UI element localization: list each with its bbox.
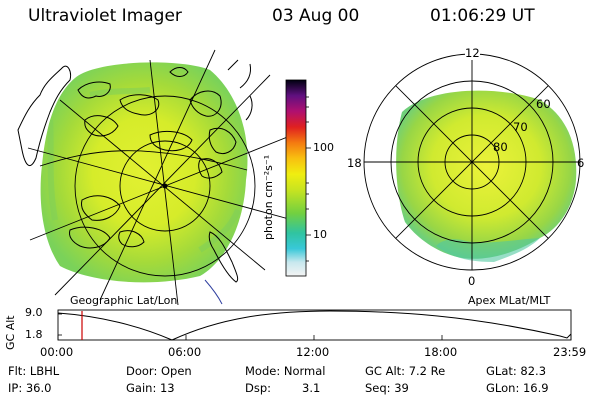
coastlines bbox=[17, 59, 253, 283]
mlt-label-0: 0 bbox=[468, 274, 476, 288]
altitude-ytick-top: 9.0 bbox=[25, 306, 43, 319]
mlt-label-18: 18 bbox=[347, 156, 362, 170]
magnetic-caption: Apex MLat/MLT bbox=[468, 294, 551, 307]
gain-readout: Gain: 13 bbox=[126, 381, 175, 395]
colorbar-tick-100: 100 bbox=[313, 141, 334, 154]
polar-grid bbox=[363, 53, 581, 271]
mlt-label-6: 6 bbox=[577, 156, 585, 170]
pole-marker bbox=[162, 183, 168, 189]
filter-readout: Flt: LBHL bbox=[8, 364, 60, 378]
time-label: 01:06:29 UT bbox=[430, 6, 535, 26]
geographic-caption: Geographic Lat/Lon bbox=[70, 294, 178, 307]
geographic-map bbox=[17, 49, 301, 306]
mlat-label-70: 70 bbox=[513, 120, 528, 134]
altitude-curve bbox=[57, 310, 572, 341]
mlat-label-80: 80 bbox=[493, 140, 508, 154]
colorbar-unit-label: photon cm⁻²s⁻¹ bbox=[262, 154, 275, 240]
seq-readout: Seq: 39 bbox=[365, 381, 409, 395]
altitude-xtick-4: 23:59 bbox=[553, 345, 587, 359]
altitude-ylabel: GC Alt bbox=[4, 315, 17, 350]
altitude-xtick-3: 18:00 bbox=[424, 345, 458, 359]
altitude-xtick-0: 00:00 bbox=[40, 345, 74, 359]
ip-readout: IP: 36.0 bbox=[8, 381, 52, 395]
mode-readout: Mode: Normal bbox=[245, 364, 326, 378]
lat-lon-grid bbox=[27, 49, 301, 306]
color-bar-ticks bbox=[306, 96, 311, 262]
color-bar bbox=[285, 79, 311, 277]
colorbar-tick-10: 10 bbox=[313, 228, 327, 241]
altitude-plot bbox=[57, 309, 572, 341]
magnetic-polar-plot bbox=[363, 53, 581, 271]
aurora-image-magnetic bbox=[396, 90, 577, 259]
mlt-label-12: 12 bbox=[465, 46, 480, 60]
altitude-ytick-bottom: 1.8 bbox=[25, 328, 43, 341]
date-label: 03 Aug 00 bbox=[272, 6, 360, 26]
altitude-xtick-1: 06:00 bbox=[168, 345, 202, 359]
altitude-xtick-2: 12:00 bbox=[296, 345, 330, 359]
terminator-line bbox=[204, 279, 223, 305]
dsp-label: Dsp: bbox=[245, 381, 272, 395]
mlat-label-60: 60 bbox=[536, 97, 551, 111]
gc-alt-readout: GC Alt: 7.2 Re bbox=[365, 364, 446, 378]
door-readout: Door: Open bbox=[126, 364, 192, 378]
dsp-value: 3.1 bbox=[302, 381, 321, 395]
glon-readout: GLon: 16.9 bbox=[486, 381, 549, 395]
altitude-x-ticks bbox=[57, 313, 572, 340]
glat-readout: GLat: 82.3 bbox=[486, 364, 547, 378]
instrument-title: Ultraviolet Imager bbox=[28, 6, 182, 26]
